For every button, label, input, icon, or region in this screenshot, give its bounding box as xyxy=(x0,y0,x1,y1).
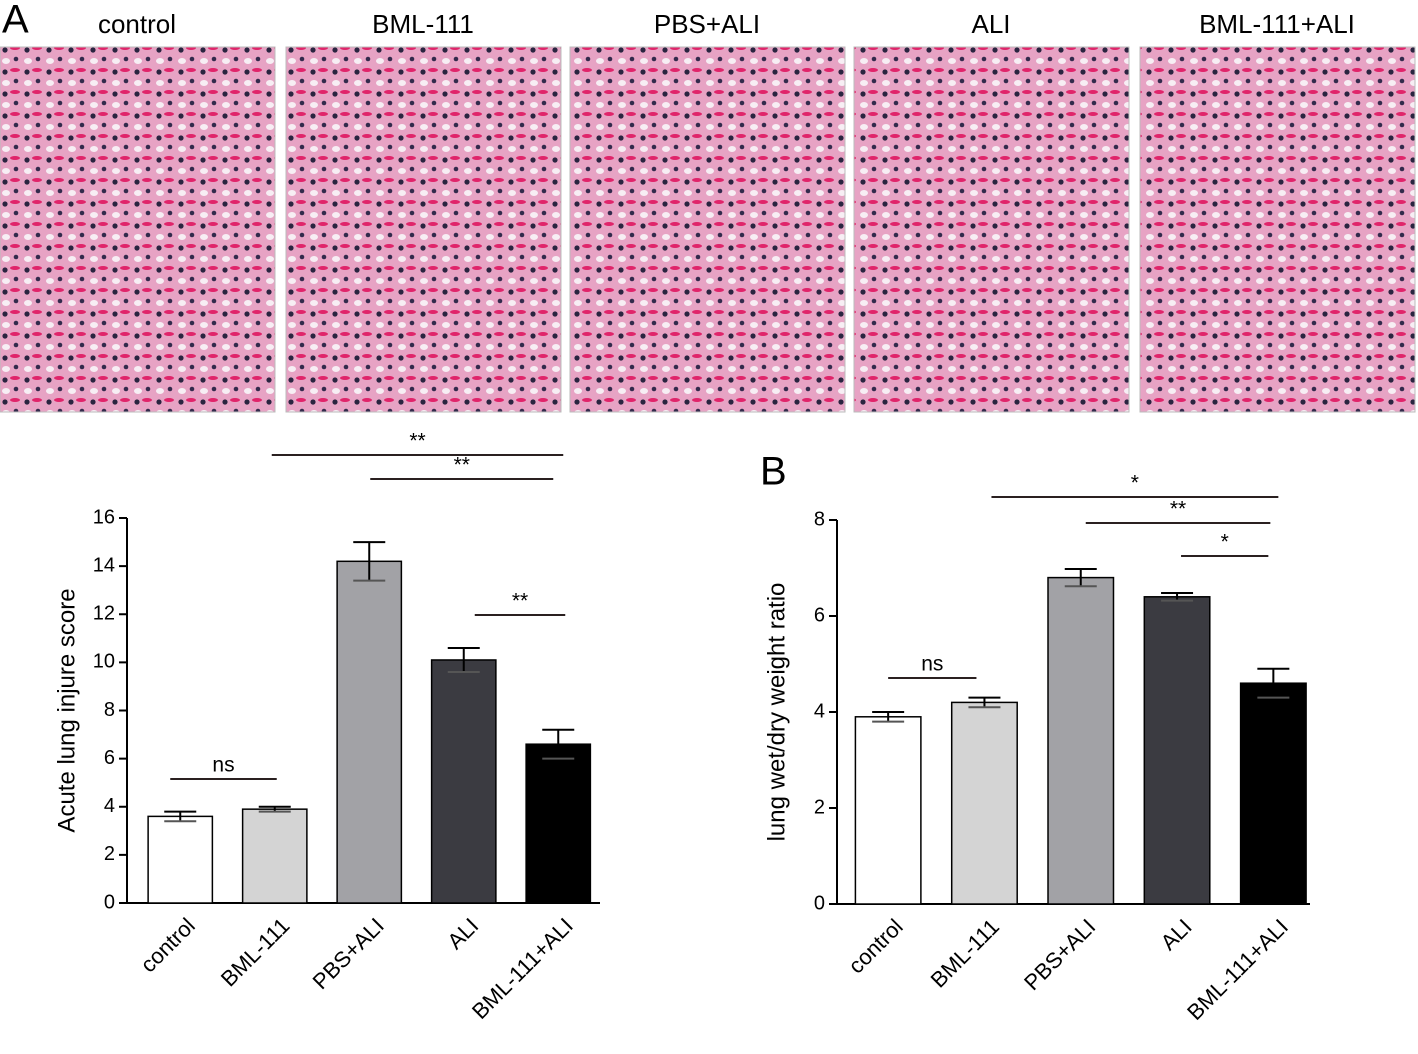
bar xyxy=(950,701,1018,905)
error-bar xyxy=(968,696,1001,709)
significance-label: * xyxy=(1131,472,1139,495)
significance-label: * xyxy=(1221,531,1229,554)
error-bar xyxy=(447,646,480,673)
x-tick-label: BML-111 xyxy=(216,913,294,991)
significance-label: ** xyxy=(1170,498,1186,521)
significance-label: ** xyxy=(409,430,425,453)
x-tick-label: control xyxy=(843,914,907,978)
histology-image xyxy=(285,46,562,413)
y-tick-label: 16 xyxy=(93,506,115,528)
significance-label: ns xyxy=(212,754,234,777)
bar xyxy=(525,743,592,904)
y-tick-label: 0 xyxy=(104,891,115,913)
y-tick-label: 10 xyxy=(93,651,115,673)
x-tick-label: BML-111+ALI xyxy=(1182,914,1293,1025)
error-bar xyxy=(164,810,197,823)
bar xyxy=(1143,596,1211,905)
image-title: BML-111+ALI xyxy=(1199,9,1355,39)
y-tick-label: 4 xyxy=(814,700,825,722)
x-tick-label: ALI xyxy=(1156,914,1197,955)
bar xyxy=(147,815,214,904)
x-tick-label: BML-111 xyxy=(926,914,1004,992)
y-tick-label: 4 xyxy=(104,795,115,817)
bar xyxy=(430,659,497,904)
x-tick-label: BML-111+ALI xyxy=(467,913,578,1024)
y-axis-label: lung wet/dry weight ratio xyxy=(763,583,790,842)
y-axis-label: Acute lung injure score xyxy=(53,588,80,832)
error-bar xyxy=(1161,591,1194,602)
significance-label: ns xyxy=(921,653,943,676)
error-bar xyxy=(1064,567,1097,588)
error-bar xyxy=(542,728,575,760)
x-tick-label: control xyxy=(136,913,200,977)
y-tick-label: 2 xyxy=(104,843,115,865)
x-tick-label: ALI xyxy=(442,913,483,954)
y-tick-label: 12 xyxy=(93,603,115,625)
y-tick-label: 6 xyxy=(104,747,115,769)
histology-image xyxy=(0,46,276,413)
image-title: control xyxy=(98,9,176,39)
y-tick-label: 14 xyxy=(93,554,115,576)
panel-label: B xyxy=(760,450,787,494)
y-tick-label: 2 xyxy=(814,796,825,818)
histology-image xyxy=(1139,46,1416,413)
charts: 0 2 4 6 8 10 12 14 16 Acute lung injure score cont… xyxy=(53,430,1310,1025)
significance-label: ** xyxy=(454,454,470,477)
error-bar xyxy=(353,541,386,582)
bar xyxy=(854,716,922,905)
histology-image xyxy=(569,46,846,413)
panel-label: A xyxy=(2,0,29,42)
y-tick-label: 8 xyxy=(104,699,115,721)
y-tick-label: 6 xyxy=(814,604,825,626)
histology-image xyxy=(853,46,1130,413)
image-title: ALI xyxy=(971,9,1010,39)
error-bar xyxy=(1257,667,1290,699)
bar-chart: 0 2 4 6 8 lung wet/dry weight ratio control BML… xyxy=(763,472,1310,1025)
bar-chart: 0 2 4 6 8 10 12 14 16 Acute lung injure score cont… xyxy=(53,430,600,1024)
image-title: PBS+ALI xyxy=(654,9,760,39)
y-tick-label: 8 xyxy=(814,508,825,530)
significance-label: ** xyxy=(512,590,528,613)
y-tick-label: 0 xyxy=(814,892,825,914)
x-tick-label: PBS+ALI xyxy=(308,913,389,994)
bar xyxy=(1239,682,1307,905)
error-bar xyxy=(872,711,905,723)
bar xyxy=(1047,576,1115,905)
bar xyxy=(241,808,308,904)
histology-row: control BML-111 PBS+ALI ALI BML-111+ALI xyxy=(0,9,1416,413)
error-bar xyxy=(258,805,291,813)
x-tick-label: PBS+ALI xyxy=(1019,914,1100,995)
bar xyxy=(336,560,403,904)
image-title: BML-111 xyxy=(372,9,474,39)
